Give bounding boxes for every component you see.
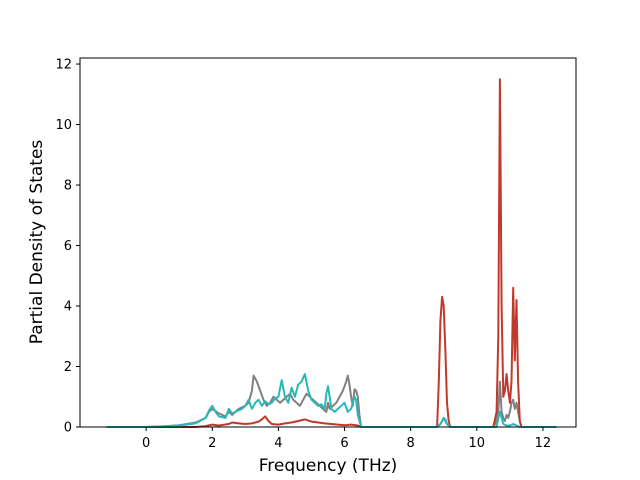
x-tick-label: 4 (274, 436, 282, 451)
x-tick-label: 10 (469, 436, 486, 451)
x-axis-ticks: 0 2 4 6 8 10 12 (142, 427, 551, 451)
y-tick-label: 0 (64, 421, 72, 436)
series-line-2 (106, 78, 557, 428)
y-tick-label: 4 (64, 300, 72, 315)
series-line-1 (106, 374, 557, 428)
series-layer (106, 78, 557, 428)
y-tick-label: 8 (64, 179, 72, 194)
y-tick-label: 2 (64, 360, 72, 375)
y-axis-title: Partial Density of States (27, 140, 47, 345)
y-tick-label: 10 (55, 118, 72, 133)
y-tick-label: 6 (64, 239, 72, 254)
series-line-3 (106, 373, 557, 428)
y-tick-label: 12 (55, 58, 72, 73)
x-tick-label: 6 (340, 436, 348, 451)
x-tick-label: 2 (208, 436, 216, 451)
y-axis-ticks: 0 2 4 6 8 10 12 (55, 58, 80, 436)
x-tick-label: 0 (142, 436, 150, 451)
x-tick-label: 12 (535, 436, 552, 451)
x-axis-title: Frequency (THz) (259, 456, 398, 476)
plot-frame (79, 57, 577, 428)
x-tick-label: 8 (407, 436, 415, 451)
